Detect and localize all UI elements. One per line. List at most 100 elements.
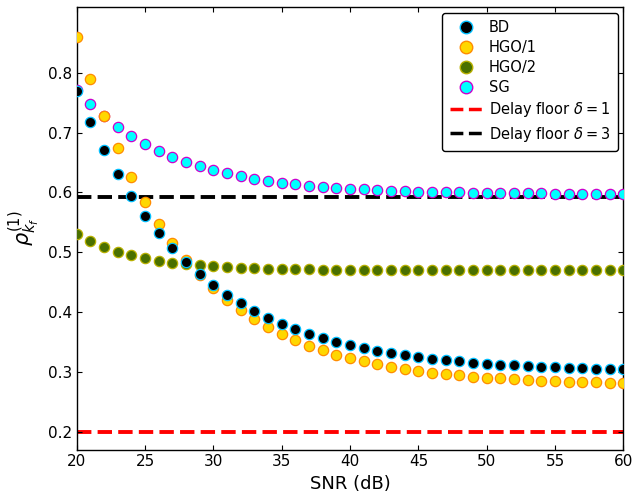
Point	[482, 189, 492, 197]
Point	[113, 248, 123, 256]
Point	[564, 378, 574, 386]
Point	[605, 190, 615, 198]
Point	[72, 86, 82, 94]
Point	[413, 188, 424, 196]
Point	[399, 365, 410, 373]
Point	[332, 184, 342, 192]
Point	[291, 265, 301, 273]
Point	[304, 342, 314, 349]
Point	[181, 260, 191, 268]
Point	[523, 376, 533, 384]
Point	[85, 118, 95, 126]
Point	[140, 140, 150, 148]
Point	[154, 220, 164, 228]
Point	[250, 174, 260, 182]
Point	[181, 256, 191, 264]
Point	[250, 316, 260, 324]
Point	[167, 239, 177, 247]
Point	[536, 266, 547, 274]
Point	[427, 188, 437, 196]
Point	[495, 374, 506, 382]
Point	[195, 262, 205, 270]
Point	[99, 112, 109, 120]
Point	[113, 123, 123, 131]
Point	[482, 266, 492, 274]
Point	[495, 266, 506, 274]
Point	[181, 258, 191, 266]
Legend: BD, HGO/1, HGO/2, SG, Delay floor $\delta = 1$, Delay floor $\delta = 3$: BD, HGO/1, HGO/2, SG, Delay floor $\delt…	[442, 13, 618, 151]
Point	[536, 362, 547, 370]
Point	[222, 170, 232, 177]
Point	[591, 378, 601, 386]
Point	[126, 132, 136, 140]
Point	[495, 189, 506, 197]
Point	[509, 189, 519, 197]
Point	[291, 325, 301, 333]
Point	[291, 180, 301, 188]
Point	[304, 266, 314, 274]
Point	[126, 252, 136, 260]
Point	[345, 266, 355, 274]
Point	[99, 112, 109, 120]
Point	[427, 354, 437, 362]
Point	[509, 376, 519, 384]
Point	[291, 336, 301, 344]
Point	[236, 264, 246, 272]
Point	[276, 178, 287, 186]
Point	[399, 351, 410, 359]
Point	[167, 153, 177, 161]
Point	[399, 187, 410, 195]
Point	[85, 75, 95, 83]
Point	[386, 186, 396, 194]
Point	[618, 190, 628, 198]
Point	[523, 362, 533, 370]
Point	[440, 356, 451, 364]
Point	[358, 344, 369, 352]
Point	[386, 363, 396, 371]
Point	[345, 341, 355, 349]
Point	[276, 265, 287, 273]
Point	[618, 366, 628, 374]
Point	[577, 266, 588, 274]
Point	[154, 229, 164, 237]
Point	[72, 230, 82, 238]
Point	[482, 360, 492, 368]
Point	[317, 183, 328, 191]
Point	[523, 190, 533, 198]
Point	[263, 177, 273, 185]
Point	[222, 263, 232, 271]
Point	[509, 266, 519, 274]
Point	[317, 334, 328, 342]
Point	[591, 266, 601, 274]
Point	[605, 365, 615, 373]
Point	[72, 33, 82, 41]
Point	[536, 376, 547, 384]
Point	[564, 266, 574, 274]
Point	[345, 184, 355, 192]
Point	[618, 379, 628, 387]
Point	[454, 372, 465, 380]
Point	[181, 158, 191, 166]
Point	[482, 374, 492, 382]
Point	[454, 188, 465, 196]
Point	[99, 146, 109, 154]
Point	[577, 378, 588, 386]
Point	[317, 346, 328, 354]
Point	[140, 198, 150, 205]
Point	[427, 266, 437, 274]
Point	[427, 368, 437, 376]
Point	[332, 266, 342, 274]
Point	[72, 86, 82, 94]
Point	[413, 367, 424, 375]
Point	[236, 300, 246, 308]
Point	[358, 186, 369, 194]
Point	[263, 264, 273, 272]
Point	[236, 306, 246, 314]
Point	[222, 296, 232, 304]
Point	[454, 358, 465, 366]
Point	[332, 350, 342, 358]
Point	[332, 338, 342, 346]
Point	[372, 186, 383, 194]
Point	[550, 364, 560, 372]
Point	[591, 364, 601, 372]
